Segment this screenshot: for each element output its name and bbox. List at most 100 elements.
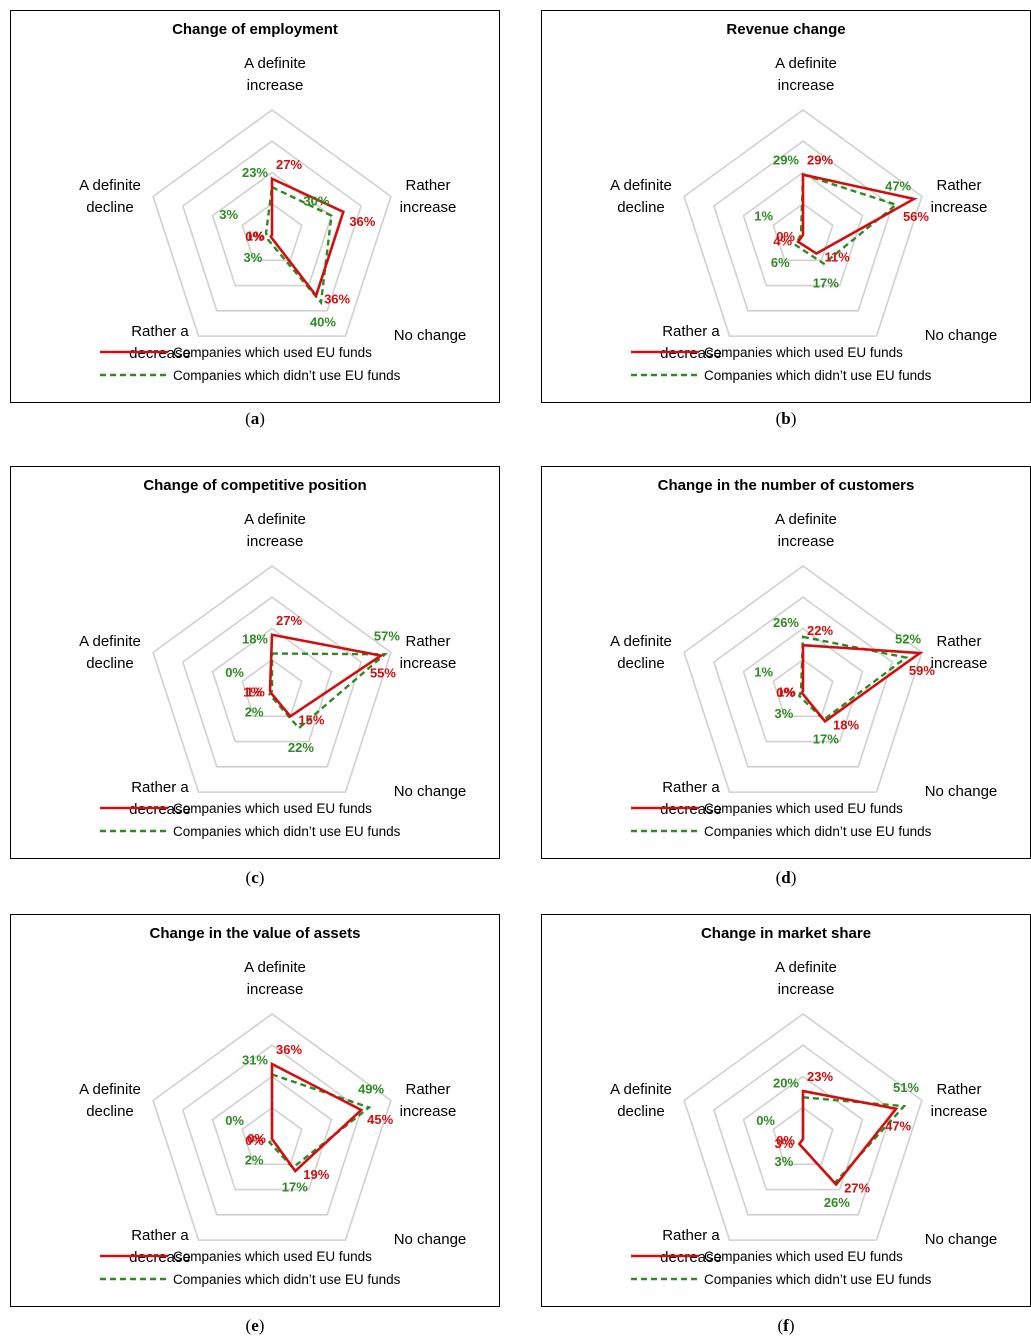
data-label-used-a-definite-decline: 0% — [776, 229, 795, 244]
data-label-not-used-no-change: 22% — [288, 740, 314, 755]
grid-ring-1 — [241, 202, 303, 262]
series-line-used — [269, 176, 345, 299]
axis-label-a-definite-decline: A definite decline — [610, 177, 672, 216]
data-label-used-no-change: 19% — [303, 1167, 329, 1182]
grid-ring-3 — [181, 596, 363, 768]
panel-caption: (c) — [245, 868, 265, 887]
grid-ring-2 — [742, 1075, 864, 1191]
grid-ring-1 — [241, 658, 303, 718]
data-label-used-rather-a-decrease: 4% — [773, 234, 792, 249]
series-line-not-used — [794, 172, 899, 266]
data-label-not-used-a-definite-increase: 26% — [773, 615, 799, 630]
chart-frame — [541, 914, 1031, 1307]
data-label-not-used-rather-a-decrease: 3% — [244, 250, 263, 265]
axis-label-rather-increase: Rather increase — [400, 633, 457, 672]
axis-label-a-definite-increase: A definite increase — [244, 55, 306, 94]
legend-label-used: Companies which used EU funds — [173, 1249, 372, 1264]
radar-chart-b: Revenue change A definite increase Rather in… — [610, 21, 997, 383]
axis-label-rather-a-decrease: Rather a decrease — [129, 323, 191, 362]
data-label-not-used-rather-a-decrease: 2% — [245, 1152, 264, 1167]
radar-chart-d: Change in the number of customers A defin… — [610, 477, 997, 839]
axis-label-rather-increase: Rather increase — [400, 177, 457, 216]
grid-ring-1 — [241, 1106, 303, 1166]
axis-label-a-definite-increase: A definite increase — [775, 511, 837, 550]
data-label-used-a-definite-decline: 0% — [776, 685, 795, 700]
data-label-not-used-rather-increase: 49% — [358, 1081, 384, 1096]
chart-frame — [10, 10, 500, 403]
data-label-used-a-definite-decline: 0% — [776, 1133, 795, 1148]
data-label-not-used-no-change: 17% — [813, 276, 839, 291]
data-label-not-used-a-definite-decline: 0% — [756, 1113, 775, 1128]
data-label-used-rather-a-decrease: 3% — [775, 1136, 794, 1151]
data-label-used-a-definite-increase: 27% — [276, 157, 302, 172]
chart-frame — [541, 10, 1031, 403]
axis-label-a-definite-increase: A definite increase — [244, 959, 306, 998]
grid-ring-4 — [152, 565, 392, 793]
data-label-not-used-no-change: 17% — [813, 732, 839, 747]
axis-label-rather-increase: Rather increase — [931, 633, 988, 672]
chart-title: Revenue change — [726, 21, 845, 38]
data-label-used-rather-increase: 55% — [370, 666, 396, 681]
series-line-not-used — [797, 1096, 907, 1185]
panel-caption: (a) — [245, 409, 265, 428]
radar-chart-f: Change in market share A definite increase… — [610, 925, 997, 1287]
data-label-used-rather-a-decrease: 1% — [246, 229, 265, 244]
data-label-not-used-a-definite-increase: 23% — [242, 165, 268, 180]
legend-label-not-used: Companies which didn’t use EU funds — [704, 1272, 932, 1287]
series-line-not-used — [797, 635, 909, 722]
grid-ring-1 — [772, 1106, 834, 1166]
legend-label-not-used: Companies which didn’t use EU funds — [704, 368, 932, 383]
series-line-used — [268, 633, 385, 719]
axis-label-rather-increase: Rather increase — [400, 1081, 457, 1120]
series-line-not-used — [268, 652, 389, 730]
legend-label-not-used: Companies which didn’t use EU funds — [704, 824, 932, 839]
chart-frame — [10, 466, 500, 859]
data-label-not-used-a-definite-decline: 0% — [225, 665, 244, 680]
data-label-used-rather-increase: 47% — [885, 1119, 911, 1134]
axis-label-rather-a-decrease: Rather a decrease — [129, 779, 191, 818]
axis-label-rather-increase: Rather increase — [931, 177, 988, 216]
data-label-used-rather-a-decrease: 1% — [246, 685, 265, 700]
grid-ring-4 — [683, 565, 923, 793]
grid-ring-4 — [152, 1013, 392, 1241]
data-label-not-used-a-definite-increase: 31% — [242, 1052, 268, 1067]
data-label-not-used-rather-a-decrease: 3% — [775, 706, 794, 721]
axis-label-no-change: No change — [394, 1231, 467, 1248]
series-line-used — [796, 172, 918, 256]
data-label-used-rather-increase: 36% — [349, 214, 375, 229]
axis-label-rather-a-decrease: Rather a decrease — [660, 779, 722, 818]
chart-title: Change of employment — [172, 21, 338, 38]
grid-ring-4 — [683, 109, 923, 337]
series-line-used — [797, 1089, 899, 1187]
series-line-not-used — [268, 1072, 372, 1170]
data-label-used-a-definite-decline: 0% — [245, 1133, 264, 1148]
data-label-not-used-a-definite-increase: 29% — [773, 153, 799, 168]
grid-ring-2 — [742, 627, 864, 743]
axis-label-a-definite-decline: A definite decline — [79, 177, 141, 216]
grid-ring-1 — [772, 658, 834, 718]
data-label-not-used-rather-increase: 47% — [885, 179, 911, 194]
data-label-not-used-rather-a-decrease: 3% — [775, 1154, 794, 1169]
grid-ring-3 — [181, 140, 363, 312]
grid-ring-3 — [181, 1044, 363, 1216]
axis-label-rather-increase: Rather increase — [931, 1081, 988, 1120]
chart-frame — [541, 466, 1031, 859]
axis-label-a-definite-increase: A definite increase — [244, 511, 306, 550]
series-line-not-used — [264, 185, 333, 306]
data-label-used-a-definite-decline: 1% — [243, 684, 262, 699]
axis-label-rather-a-decrease: Rather a decrease — [660, 323, 722, 362]
data-label-not-used-rather-increase: 51% — [893, 1080, 919, 1095]
chart-title: Change of competitive position — [143, 477, 366, 494]
data-label-used-no-change: 18% — [833, 717, 859, 732]
data-label-not-used-no-change: 17% — [282, 1180, 308, 1195]
grid-ring-3 — [712, 140, 894, 312]
data-label-used-rather-a-decrease: 1% — [777, 685, 796, 700]
panel-caption: (d) — [775, 868, 797, 887]
data-label-not-used-no-change: 40% — [310, 314, 336, 329]
panel-caption: (b) — [775, 409, 797, 428]
panel-caption: (f) — [777, 1316, 795, 1335]
data-label-used-a-definite-increase: 27% — [276, 613, 302, 628]
axis-label-a-definite-increase: A definite increase — [775, 55, 837, 94]
data-label-used-a-definite-increase: 23% — [807, 1069, 833, 1084]
data-label-used-a-definite-increase: 36% — [276, 1042, 302, 1057]
